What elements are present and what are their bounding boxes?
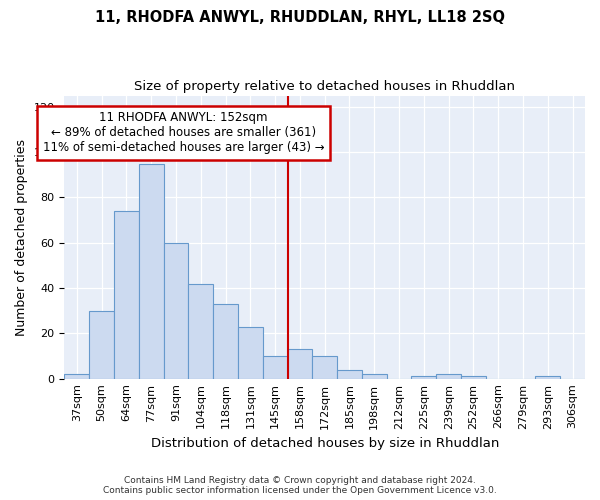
Y-axis label: Number of detached properties: Number of detached properties (15, 138, 28, 336)
Bar (263, 356, 287, 378)
Bar (64, 374, 89, 378)
Bar (238, 326, 263, 378)
Bar (313, 356, 337, 378)
Title: Size of property relative to detached houses in Rhuddlan: Size of property relative to detached ho… (134, 80, 515, 93)
Bar (213, 304, 238, 378)
Bar (139, 164, 164, 378)
Bar (535, 376, 560, 378)
Bar (164, 243, 188, 378)
Text: 11 RHODFA ANWYL: 152sqm
← 89% of detached houses are smaller (361)
11% of semi-d: 11 RHODFA ANWYL: 152sqm ← 89% of detache… (43, 112, 324, 154)
X-axis label: Distribution of detached houses by size in Rhuddlan: Distribution of detached houses by size … (151, 437, 499, 450)
Bar (362, 374, 386, 378)
Bar (188, 284, 213, 378)
Bar (287, 349, 313, 378)
Bar (89, 310, 114, 378)
Bar (461, 376, 486, 378)
Bar (114, 211, 139, 378)
Text: 11, RHODFA ANWYL, RHUDDLAN, RHYL, LL18 2SQ: 11, RHODFA ANWYL, RHUDDLAN, RHYL, LL18 2… (95, 10, 505, 25)
Bar (337, 370, 362, 378)
Text: Contains HM Land Registry data © Crown copyright and database right 2024.
Contai: Contains HM Land Registry data © Crown c… (103, 476, 497, 495)
Bar (436, 374, 461, 378)
Bar (412, 376, 436, 378)
